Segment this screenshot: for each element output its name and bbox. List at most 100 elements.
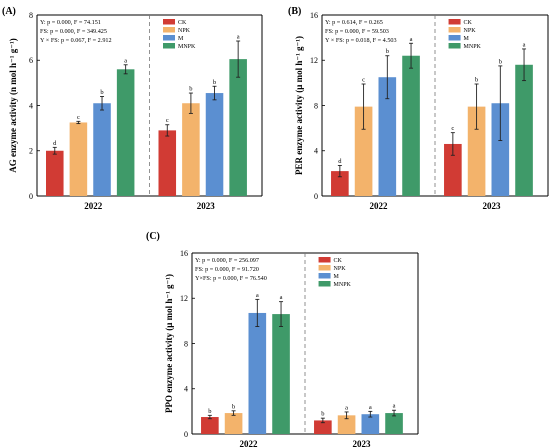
significance-letter: a (369, 404, 372, 411)
y-tick-label: 16 (180, 249, 188, 258)
legend-label: M (464, 36, 470, 42)
significance-letter: b (100, 89, 103, 96)
legend-label: MNPK (334, 282, 352, 288)
y-tick-label: 4 (184, 385, 188, 394)
y-axis-label: PPO enzyme activity (μ mol h⁻¹ g⁻¹) (164, 274, 174, 413)
legend-swatch-ck (163, 19, 175, 25)
x-category-label: 2022 (370, 201, 389, 211)
significance-letter: d (53, 140, 57, 147)
bar-npk-2023 (337, 415, 356, 434)
significance-letter: b (189, 86, 192, 93)
y-tick-label: 12 (310, 56, 318, 65)
bar-ck-2023 (158, 130, 177, 196)
bar-npk-2022 (224, 413, 243, 434)
x-category-label: 2022 (240, 439, 259, 447)
y-tick-label: 0 (184, 430, 188, 439)
panel-tag: (C) (146, 231, 160, 242)
panel-tag: (B) (288, 6, 301, 17)
y-tick-label: 0 (29, 192, 33, 201)
anova-stat-line: FS: p = 0.000, F = 59.503 (325, 28, 389, 35)
significance-letter: a (523, 41, 526, 48)
bar-mnpk-2022 (272, 314, 290, 434)
bar-m-2023 (361, 414, 380, 434)
bar-m-2022 (93, 103, 111, 196)
y-tick-label: 6 (29, 56, 33, 65)
bar-ck-2023 (444, 143, 462, 196)
significance-letter: c (451, 125, 454, 132)
legend-label: NPK (464, 28, 477, 34)
panel-a: (A) 0 2 4 6 8 AG enzyme activity (n mol h⁻¹ g⁻… (2, 6, 263, 211)
x-category-label: 2023 (197, 201, 216, 211)
anova-stat-line: FS: p = 0.000, F = 91.720 (195, 266, 259, 273)
anova-stat-line: Y: p = 0.614, F = 0.265 (325, 19, 383, 26)
legend-label: M (334, 274, 340, 280)
y-tick-label: 0 (314, 192, 318, 201)
panel-b: (B) 0 4 8 12 16 PER enzyme activity (μ mol h⁻¹… (288, 6, 549, 211)
legend-swatch-m (163, 35, 175, 41)
legend-label: CK (334, 258, 343, 264)
bar-npk-2022 (354, 106, 373, 196)
significance-letter: a (124, 57, 127, 64)
significance-letter: c (77, 114, 80, 121)
y-tick-label: 12 (180, 294, 188, 303)
y-tick-label: 4 (314, 147, 318, 156)
significance-letter: b (386, 48, 389, 55)
bar-ck-2023 (314, 420, 332, 434)
bar-m-2023 (205, 93, 224, 196)
y-tick-label: 8 (184, 339, 188, 348)
legend-label: MNPK (464, 44, 482, 50)
significance-letter: b (232, 403, 235, 410)
bar-npk-2022 (69, 122, 88, 196)
y-tick-label: 2 (29, 147, 33, 156)
significance-letter: a (256, 292, 259, 299)
significance-letter: c (166, 117, 169, 124)
bar-mnpk-2023 (385, 413, 403, 434)
legend-swatch-mnpk (163, 43, 175, 49)
legend-label: MNPK (178, 44, 196, 50)
significance-letter: b (321, 411, 324, 418)
anova-stat-line: Y × FS: p = 0.067, F = 2.912 (40, 37, 112, 44)
anova-stat-line: Y: p = 0.000, F = 74.151 (40, 19, 101, 26)
legend-label: CK (178, 20, 187, 26)
anova-stat-line: Y × FS: p = 0.018, F = 4.503 (325, 37, 397, 44)
legend-swatch-npk (163, 27, 175, 33)
bar-mnpk-2023 (515, 64, 533, 197)
bar-ck-2022 (201, 417, 219, 434)
x-category-label: 2023 (353, 439, 372, 447)
anova-stat-line: Y×FS: p = 0.000, F = 76.540 (195, 275, 267, 282)
significance-letter: d (338, 158, 342, 165)
y-axis-label: PER enzyme activity (μ mol h⁻¹ g⁻¹) (294, 36, 304, 175)
anova-stat-line: Y: p = 0.000, F = 256.097 (195, 257, 259, 264)
bar-ck-2022 (331, 171, 349, 196)
bar-m-2023 (491, 103, 510, 196)
significance-letter: a (280, 294, 283, 301)
bar-mnpk-2022 (116, 69, 135, 196)
legend-label: NPK (178, 28, 191, 34)
legend-label: M (178, 36, 184, 42)
legend-swatch-m (448, 35, 461, 41)
panel-tag: (A) (2, 6, 16, 17)
y-tick-label: 16 (310, 11, 318, 20)
legend-swatch-npk (318, 265, 331, 271)
legend-swatch-npk (448, 27, 461, 33)
bar-mnpk-2022 (402, 55, 420, 196)
legend-swatch-ck (318, 257, 331, 263)
bar-ck-2022 (46, 150, 64, 196)
bar-m-2022 (248, 312, 267, 434)
legend-swatch-mnpk (448, 43, 461, 49)
legend-label: NPK (334, 266, 347, 272)
anova-stat-line: FS: p = 0.000, F = 349.425 (40, 28, 107, 35)
legend-label: CK (464, 20, 473, 26)
significance-letter: b (208, 408, 211, 415)
legend-swatch-ck (448, 19, 461, 25)
y-tick-label: 8 (29, 11, 33, 20)
y-tick-label: 8 (314, 101, 318, 110)
y-axis-label: AG enzyme activity (n mol h⁻¹ g⁻¹) (8, 38, 18, 172)
bar-mnpk-2023 (229, 59, 247, 197)
significance-letter: a (393, 403, 396, 410)
legend-swatch-m (318, 273, 331, 279)
significance-letter: b (499, 58, 502, 65)
significance-letter: a (410, 36, 413, 43)
x-category-label: 2022 (84, 201, 103, 211)
